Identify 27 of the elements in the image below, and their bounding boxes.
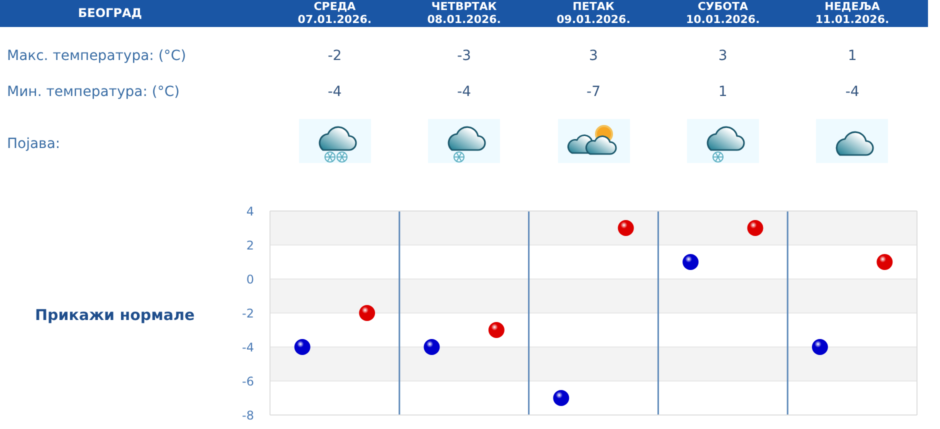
text: ЧЕТВРТАК 08.01.2026. — [426, 0, 502, 26]
data-label: 3 — [717, 47, 728, 65]
y-tick-label: -2 — [242, 306, 254, 320]
y-tick-label: 0 — [246, 272, 254, 286]
y-tick-label: 4 — [246, 204, 254, 218]
data-label: -2 — [326, 47, 343, 65]
data-label: -7 — [586, 83, 602, 101]
text: НЕДЕЉА 11.01.2026. — [814, 0, 890, 26]
y-tick-label: -8 — [242, 408, 254, 422]
data-label: 1 — [717, 83, 728, 101]
data-label: -4 — [326, 83, 343, 101]
y-tick-label: 2 — [246, 238, 254, 252]
text: БЕОГРАД — [77, 5, 143, 22]
text: СУБОТА 10.01.2026. — [685, 0, 761, 26]
text: Појава: — [7, 135, 60, 153]
data-label: -3 — [456, 47, 472, 65]
text: Мин. температура: (°C) — [7, 83, 180, 101]
text: Макс. температура: (°C) — [7, 47, 186, 65]
data-label: 1 — [846, 47, 858, 65]
text: Прикажи нормале — [35, 305, 195, 325]
y-tick-label: -6 — [242, 374, 254, 388]
text: СРЕДА 07.01.2026. — [296, 0, 373, 26]
data-label: -4 — [844, 83, 860, 101]
data-label: -4 — [456, 83, 472, 101]
data-label: 3 — [588, 47, 599, 65]
text: ПЕТАК 09.01.2026. — [556, 0, 632, 26]
y-tick-label: -4 — [242, 340, 254, 354]
